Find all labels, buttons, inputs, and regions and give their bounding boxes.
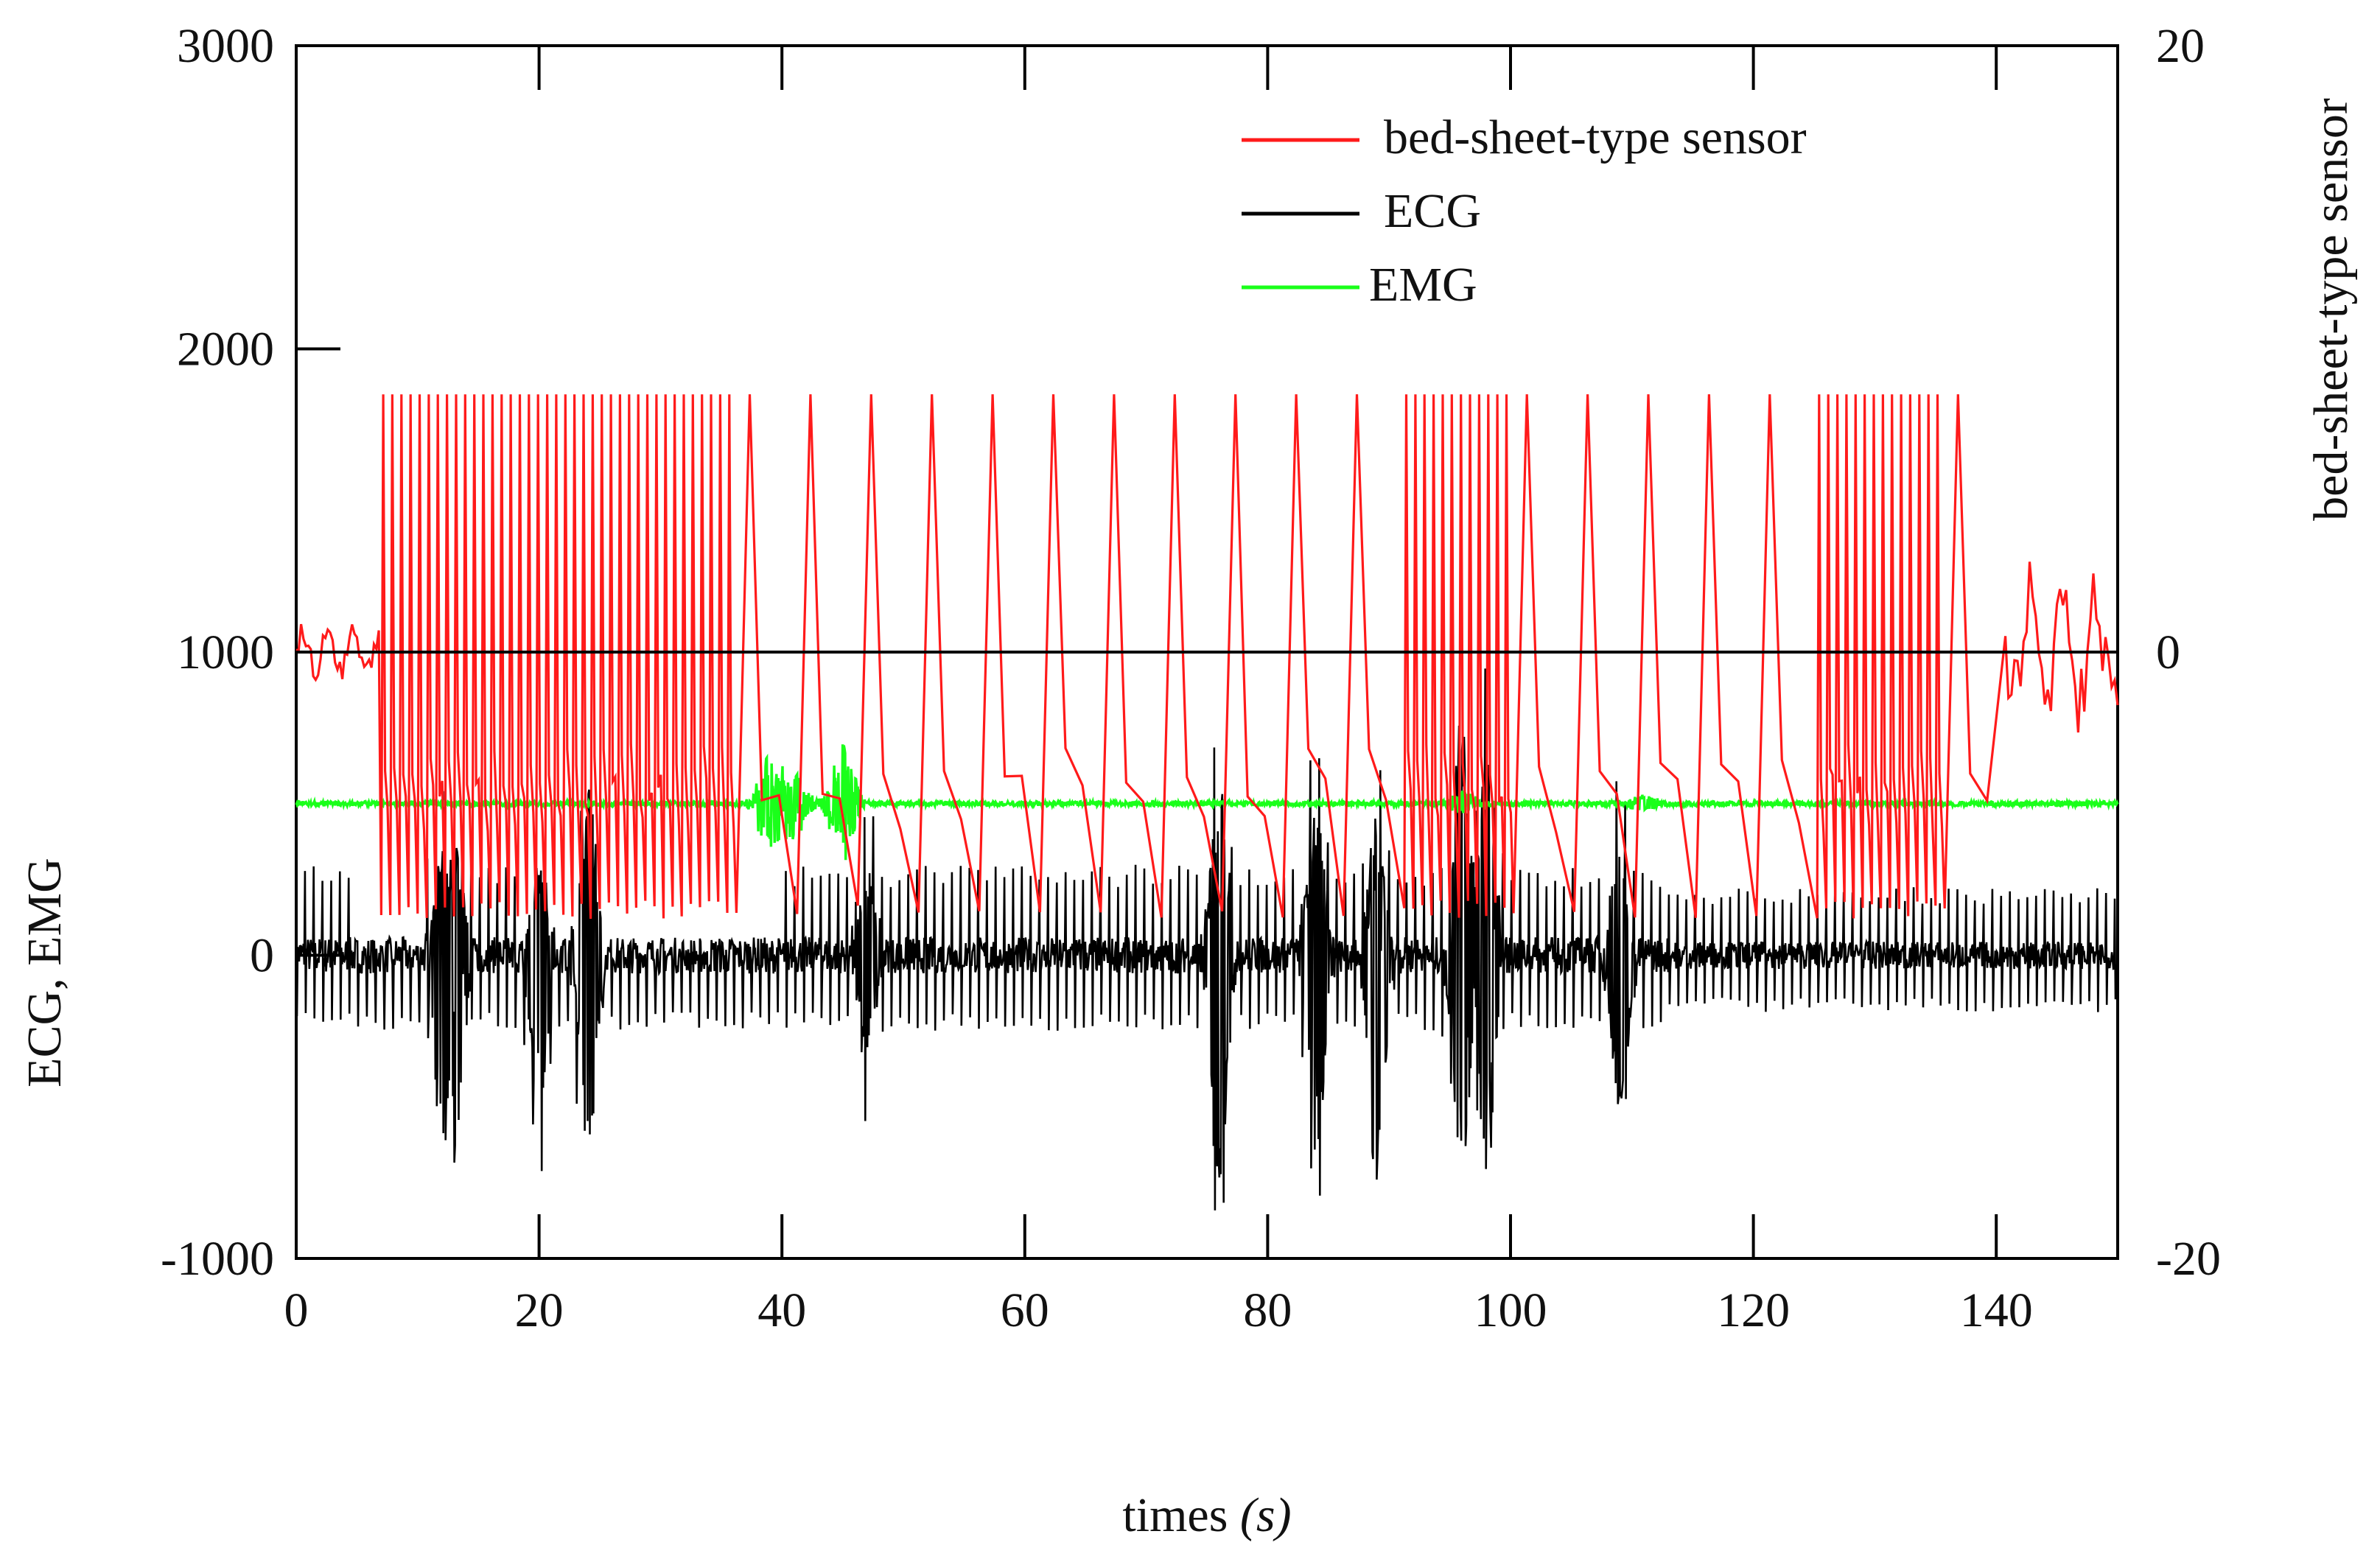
legend-label-emg: EMG — [1369, 258, 1477, 312]
x-tick-label-4: 80 — [1243, 1283, 1292, 1337]
series-layer — [295, 394, 2119, 1211]
legend: bed-sheet-type sensor ECG EMG — [1242, 111, 1807, 312]
y-left-tick-label-1: 2000 — [177, 323, 274, 377]
x-tick-label-1: 20 — [515, 1283, 564, 1337]
x-axis-label: times — [1122, 1488, 1228, 1542]
x-tick-label-3: 60 — [1001, 1283, 1049, 1337]
x-tick-label-7: 140 — [1960, 1283, 2033, 1337]
series-line-bed-sheet-sensor — [295, 394, 2119, 920]
y-left-tick-label-3: 0 — [250, 929, 274, 983]
x-tick-label-2: 40 — [757, 1283, 806, 1337]
y-left-tick-label-0: 3000 — [177, 19, 274, 73]
legend-label-ecg: ECG — [1384, 184, 1481, 238]
y-left-tick-label-4: -1000 — [161, 1232, 274, 1286]
x-tick-label-6: 120 — [1717, 1283, 1790, 1337]
x-axis-unit: (s) — [1240, 1488, 1292, 1542]
legend-label-bed-sheet-sensor: bed-sheet-type sensor — [1384, 111, 1807, 164]
y-axis-right-title: bed-sheet-type sensor — [2304, 98, 2358, 521]
x-tick-label-5: 100 — [1474, 1283, 1547, 1337]
y-left-tick-label-2: 1000 — [177, 626, 274, 679]
y-right-tick-label-2: -20 — [2156, 1232, 2221, 1286]
x-axis-title: times (s) — [1122, 1488, 1291, 1542]
y-right-tick-label-1: 0 — [2156, 626, 2180, 679]
y-axis-left-title: ECG, EMG — [18, 858, 71, 1088]
ticks-layer: 0 20 40 60 80 100 120 1403000200010000-1000200-… — [161, 19, 2221, 1337]
series-line-ecg — [295, 668, 2118, 1211]
x-tick-label-0: 0 — [284, 1283, 309, 1337]
y-right-tick-label-0: 20 — [2156, 19, 2205, 73]
